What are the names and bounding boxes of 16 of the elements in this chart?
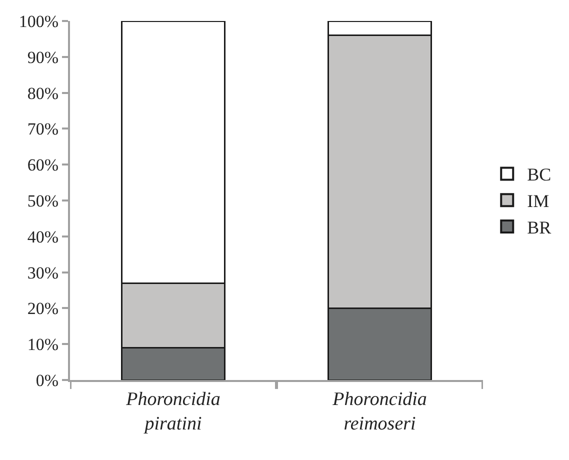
legend-label: IM	[527, 191, 550, 212]
legend-label: BC	[527, 164, 552, 185]
y-tick-label: 50%	[27, 191, 59, 210]
y-tick-label: 80%	[27, 84, 59, 103]
y-tick-label: 100%	[18, 12, 59, 31]
y-tick-label: 30%	[27, 263, 59, 282]
y-tick-label: 10%	[27, 335, 59, 354]
x-tick-label: Phoroncidia piratini	[125, 388, 220, 434]
y-tick-label: 90%	[27, 48, 59, 67]
y-tick-label: 0%	[36, 370, 59, 390]
y-tick-label: 40%	[27, 227, 59, 246]
legend-label: BR	[527, 218, 552, 238]
y-tick-label: 70%	[27, 120, 59, 139]
y-tick-label: 20%	[27, 299, 59, 318]
y-tick-label: 60%	[27, 156, 59, 175]
x-tick-label: Phoroncidia reimoseri	[332, 388, 427, 434]
